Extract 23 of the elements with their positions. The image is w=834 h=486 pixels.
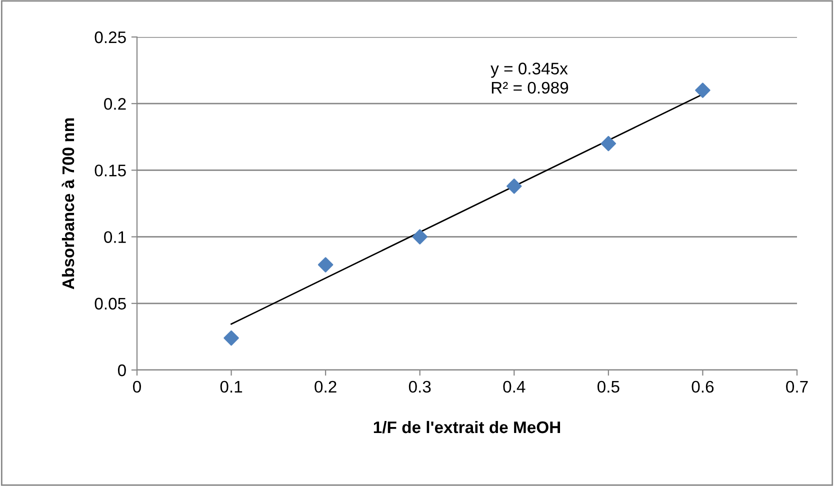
point bbox=[224, 330, 239, 346]
x-axis-title: 1/F de l'extrait de MeOH bbox=[374, 420, 560, 434]
y-axis-title: Absorbance à 700 nm bbox=[62, 118, 74, 290]
y-tick-label: 0.25 bbox=[94, 31, 126, 44]
x-tick-label: 0.1 bbox=[220, 380, 242, 393]
y-tick-label: 0.15 bbox=[94, 164, 126, 176]
annotation: y = 0.345x R² = 0.989 bbox=[490, 62, 568, 94]
x-tick-label: 0.7 bbox=[786, 380, 808, 393]
y-tick-label: 0.05 bbox=[94, 298, 126, 310]
x-tick-label: 0.5 bbox=[597, 380, 620, 393]
point bbox=[506, 178, 522, 194]
x-tick-label: 0 bbox=[133, 380, 141, 393]
point bbox=[412, 229, 428, 244]
y-tick-label: 0.2 bbox=[104, 98, 126, 110]
x-tick-label: 0.6 bbox=[692, 380, 714, 393]
point bbox=[318, 257, 334, 272]
x-tick-label: 0.2 bbox=[314, 380, 336, 393]
y-tick-label: 0 bbox=[118, 364, 126, 376]
point bbox=[695, 82, 710, 98]
x-tick-label: 0.3 bbox=[408, 380, 431, 393]
point bbox=[600, 136, 616, 152]
y-tick-label: 0.1 bbox=[104, 231, 126, 244]
x-tick-label: 0.4 bbox=[503, 380, 526, 393]
